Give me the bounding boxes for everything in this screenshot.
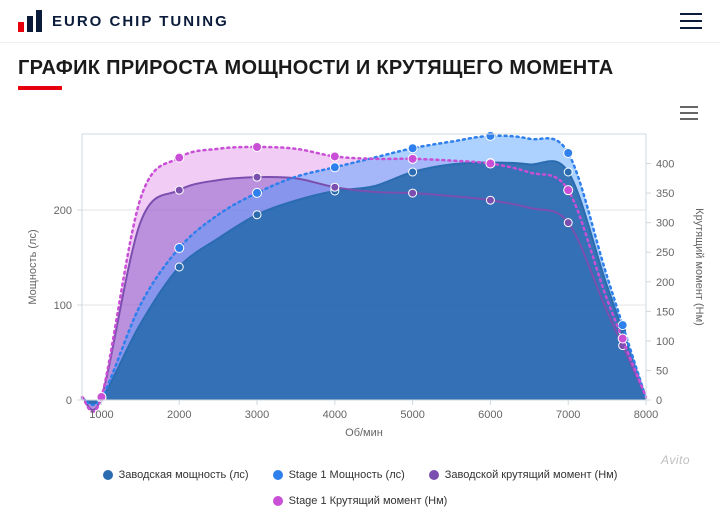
legend-item[interactable]: Заводская мощность (лс) (103, 469, 249, 481)
chart-menu-icon[interactable] (680, 106, 698, 120)
title-underline (18, 86, 62, 90)
chart-legend: Заводская мощность (лс) Stage 1 Мощность … (10, 465, 710, 511)
bars-logo-icon (18, 10, 44, 32)
svg-text:250: 250 (656, 247, 674, 259)
legend-dot (103, 470, 113, 480)
svg-text:4000: 4000 (323, 409, 347, 421)
legend-dot (273, 496, 283, 506)
svg-text:6000: 6000 (478, 409, 502, 421)
svg-text:Крутящий момент (Нм): Крутящий момент (Нм) (693, 208, 705, 326)
brand-text: EURO CHIP TUNING (52, 13, 229, 30)
svg-text:100: 100 (656, 336, 674, 348)
legend-label: Заводская мощность (лс) (119, 469, 249, 481)
page-title: ГРАФИК ПРИРОСТА МОЩНОСТИ И КРУТЯЩЕГО МОМ… (18, 57, 702, 80)
logo[interactable]: EURO CHIP TUNING (18, 10, 229, 32)
title-block: ГРАФИК ПРИРОСТА МОЩНОСТИ И КРУТЯЩЕГО МОМ… (0, 43, 720, 96)
svg-text:Мощность (лс): Мощность (лс) (27, 229, 39, 304)
legend-dot (429, 470, 439, 480)
svg-text:100: 100 (54, 300, 72, 312)
svg-text:5000: 5000 (400, 409, 424, 421)
legend-label: Заводской крутящий момент (Нм) (445, 469, 618, 481)
svg-text:400: 400 (656, 159, 674, 171)
legend-label: Stage 1 Мощность (лс) (289, 469, 405, 481)
power-torque-chart: 1000200030004000500060007000800001002000… (10, 100, 710, 460)
svg-text:7000: 7000 (556, 409, 580, 421)
legend-item[interactable]: Заводской крутящий момент (Нм) (429, 469, 618, 481)
svg-text:0: 0 (656, 395, 662, 407)
svg-text:350: 350 (656, 188, 674, 200)
legend-item[interactable]: Stage 1 Мощность (лс) (273, 469, 405, 481)
legend-dot (273, 470, 283, 480)
svg-text:8000: 8000 (634, 409, 658, 421)
watermark: Avito (661, 453, 690, 467)
legend-item[interactable]: Stage 1 Крутящий момент (Нм) (273, 495, 448, 507)
menu-icon[interactable] (680, 13, 702, 29)
legend-label: Stage 1 Крутящий момент (Нм) (289, 495, 448, 507)
svg-text:2000: 2000 (167, 409, 191, 421)
svg-text:300: 300 (656, 218, 674, 230)
svg-text:50: 50 (656, 365, 668, 377)
svg-text:1000: 1000 (89, 409, 113, 421)
svg-text:200: 200 (54, 205, 72, 217)
svg-text:200: 200 (656, 277, 674, 289)
header: EURO CHIP TUNING (0, 0, 720, 43)
svg-text:150: 150 (656, 306, 674, 318)
svg-text:Об/мин: Об/мин (345, 427, 383, 439)
svg-text:0: 0 (66, 395, 72, 407)
chart-container: 1000200030004000500060007000800001002000… (0, 96, 720, 511)
svg-text:3000: 3000 (245, 409, 269, 421)
